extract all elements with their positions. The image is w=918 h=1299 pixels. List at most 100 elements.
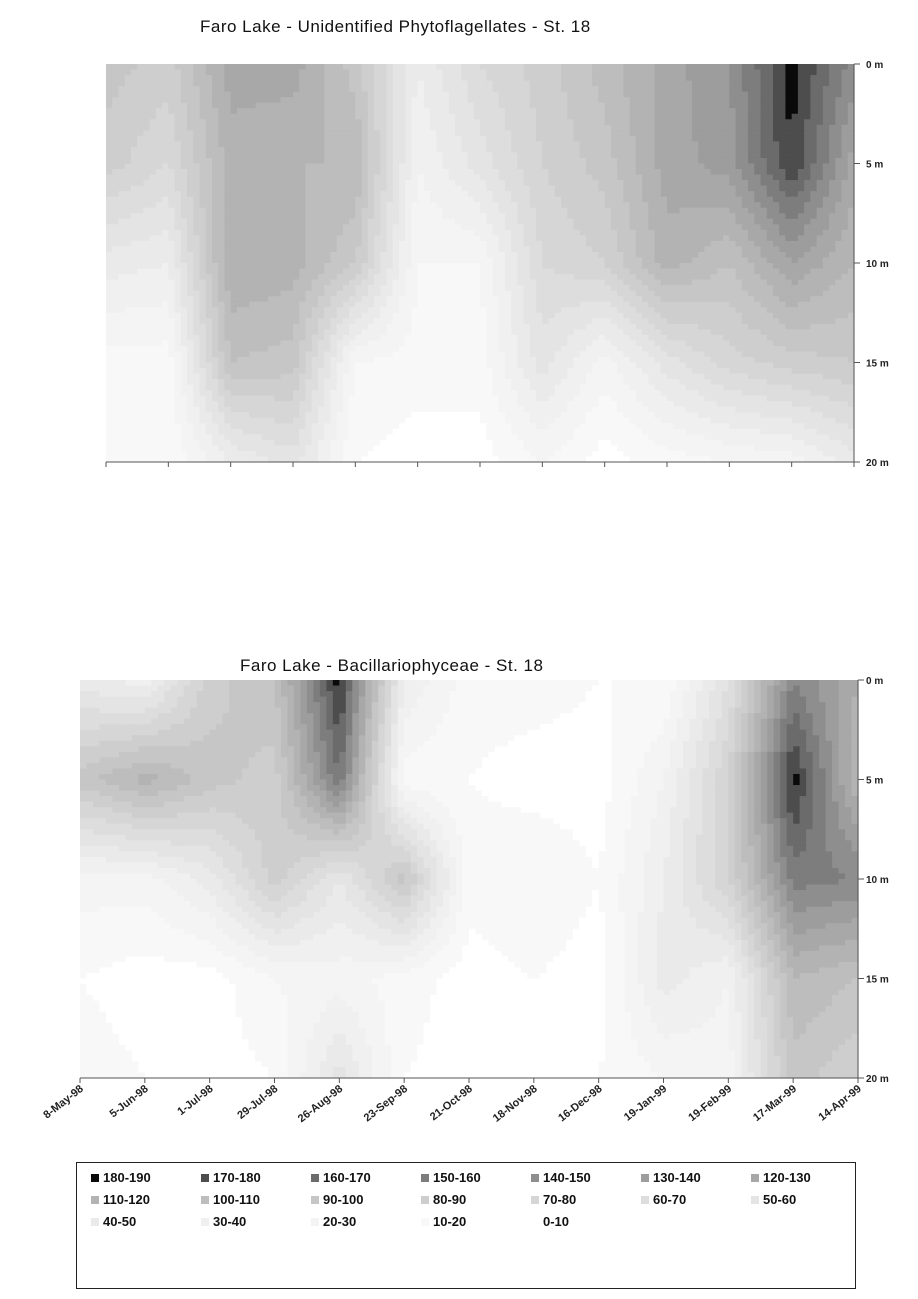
heatmap-cell: [573, 235, 581, 242]
heatmap-cell: [349, 274, 356, 281]
heatmap-cell: [211, 185, 219, 192]
heatmap-cell: [573, 146, 581, 154]
heatmap-cell: [779, 80, 787, 87]
heatmap-cell: [779, 86, 787, 93]
heatmap-cell: [723, 169, 730, 176]
heatmap-cell: [411, 97, 419, 104]
heatmap-cell: [754, 257, 762, 264]
heatmap-cell: [374, 257, 381, 264]
heatmap-cell: [629, 268, 637, 275]
heatmap-cell: [118, 279, 126, 286]
heatmap-cell: [467, 202, 475, 209]
heatmap-cell: [386, 246, 394, 253]
heatmap-cell: [355, 163, 363, 170]
heatmap-cell: [585, 257, 593, 264]
heatmap-cell: [305, 80, 313, 87]
heatmap-cell: [255, 163, 263, 170]
heatmap-cell: [155, 174, 163, 181]
heatmap-cell: [642, 86, 649, 93]
heatmap-cell: [679, 246, 687, 253]
heatmap-cell: [847, 279, 855, 286]
heatmap-cell: [710, 191, 718, 198]
heatmap-cell: [604, 174, 612, 181]
heatmap-cell: [660, 180, 668, 187]
heatmap-cell: [305, 207, 313, 214]
heatmap-cell: [174, 108, 182, 115]
heatmap-cell: [579, 274, 587, 281]
heatmap-cell: [149, 224, 157, 231]
heatmap-cell: [118, 213, 126, 220]
heatmap-cell: [804, 119, 811, 126]
heatmap-cell: [648, 113, 656, 120]
heatmap-cell: [305, 146, 313, 154]
heatmap-cell: [355, 274, 363, 281]
heatmap-cell: [255, 218, 263, 225]
heatmap-cell: [118, 130, 126, 137]
heatmap-cell: [797, 202, 805, 209]
heatmap-cell: [155, 202, 163, 209]
heatmap-cell: [224, 91, 232, 98]
heatmap-cell: [236, 191, 244, 198]
heatmap-cell: [342, 157, 350, 165]
heatmap-cell: [355, 224, 363, 231]
heatmap-cell: [112, 185, 120, 192]
heatmap-cell: [592, 180, 600, 187]
heatmap-cell: [785, 207, 793, 214]
heatmap-cell: [280, 180, 288, 187]
heatmap-cell: [723, 218, 730, 225]
heatmap-cell: [766, 124, 774, 131]
heatmap-cell: [317, 102, 325, 109]
heatmap-cell: [342, 180, 350, 187]
heatmap-cell: [386, 157, 394, 165]
heatmap-cell: [598, 174, 606, 181]
heatmap-cell: [423, 240, 431, 248]
heatmap-cell: [293, 180, 300, 187]
heatmap-cell: [355, 218, 363, 225]
heatmap-cell: [386, 290, 394, 297]
heatmap-cell: [498, 279, 506, 286]
heatmap-cell: [804, 130, 811, 137]
heatmap-cell: [249, 113, 257, 120]
heatmap-cell: [274, 246, 282, 253]
heatmap-cell: [548, 69, 556, 76]
heatmap-cell: [467, 196, 475, 203]
heatmap-cell: [822, 285, 830, 292]
heatmap-cell: [299, 141, 307, 148]
heatmap-cell: [623, 213, 631, 220]
heatmap-cell: [473, 91, 481, 98]
heatmap-cell: [797, 124, 805, 131]
heatmap-cell: [274, 69, 282, 76]
heatmap-cell: [617, 285, 624, 292]
heatmap-cell: [685, 202, 693, 209]
heatmap-cell: [511, 69, 518, 76]
heatmap-cell: [772, 274, 780, 281]
heatmap-cell: [667, 246, 674, 253]
heatmap-cell: [324, 113, 331, 120]
heatmap-cell: [810, 246, 818, 253]
heatmap-cell: [504, 146, 512, 154]
heatmap-cell: [461, 268, 469, 275]
heatmap-cell: [112, 86, 120, 93]
heatmap-cell: [579, 191, 587, 198]
heatmap-cell: [112, 141, 120, 148]
heatmap-cell: [124, 274, 132, 281]
heatmap-cell: [268, 290, 275, 297]
heatmap-cell: [673, 263, 681, 270]
heatmap-cell: [274, 135, 282, 142]
heatmap-cell: [598, 97, 606, 104]
heatmap-cell: [667, 141, 674, 148]
heatmap-cell: [305, 240, 313, 248]
heatmap-cell: [218, 268, 226, 275]
heatmap-cell: [417, 224, 425, 231]
heatmap-cell: [486, 279, 494, 286]
heatmap-cell: [268, 257, 275, 264]
heatmap-cell: [268, 64, 275, 71]
heatmap-cell: [361, 80, 369, 87]
heatmap-cell: [349, 64, 356, 71]
heatmap-cell: [461, 263, 469, 270]
heatmap-cell: [461, 124, 469, 131]
heatmap-cell: [261, 91, 269, 98]
heatmap-cell: [835, 119, 843, 126]
heatmap-cell: [386, 240, 394, 248]
heatmap-cell: [367, 213, 375, 220]
